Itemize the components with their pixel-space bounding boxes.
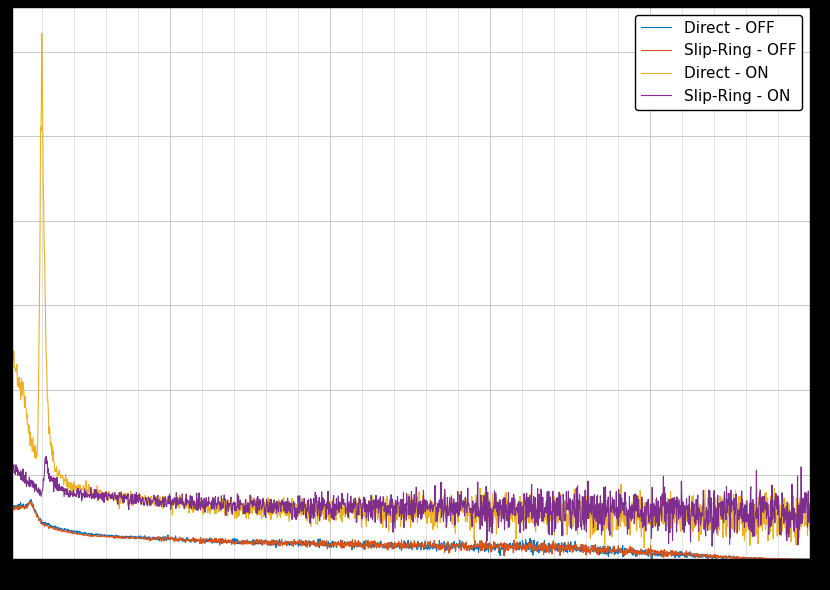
Direct - OFF — [374, 543, 384, 550]
Slip-Ring - ON — [783, 504, 793, 512]
Direct - ON — [783, 514, 793, 521]
Slip-Ring - OFF — [26, 498, 36, 505]
Slip-Ring - OFF — [636, 546, 646, 553]
Direct - OFF — [7, 505, 17, 512]
Direct - ON — [395, 509, 405, 516]
Slip-Ring - ON — [374, 496, 384, 503]
Slip-Ring - OFF — [395, 540, 405, 548]
Line: Direct - OFF: Direct - OFF — [12, 500, 810, 559]
Direct - OFF — [782, 555, 792, 562]
Direct - ON — [374, 511, 384, 518]
Slip-Ring - ON — [42, 453, 51, 460]
Direct - ON — [805, 512, 815, 519]
Direct - OFF — [804, 556, 814, 563]
Direct - OFF — [636, 546, 646, 553]
Slip-Ring - ON — [395, 503, 405, 510]
Slip-Ring - OFF — [7, 506, 17, 513]
Legend: Direct - OFF, Slip-Ring - OFF, Direct - ON, Slip-Ring - ON: Direct - OFF, Slip-Ring - OFF, Direct - … — [635, 15, 803, 110]
Direct - OFF — [48, 523, 58, 530]
Direct - OFF — [782, 556, 792, 563]
Slip-Ring - ON — [48, 478, 58, 485]
Slip-Ring - ON — [805, 500, 815, 507]
Slip-Ring - ON — [707, 543, 717, 550]
Direct - ON — [636, 519, 646, 526]
Direct - ON — [37, 30, 46, 37]
Direct - OFF — [27, 496, 37, 503]
Slip-Ring - OFF — [374, 544, 384, 551]
Direct - OFF — [395, 540, 405, 547]
Line: Direct - ON: Direct - ON — [12, 33, 810, 548]
Line: Slip-Ring - OFF: Slip-Ring - OFF — [12, 502, 810, 559]
Slip-Ring - OFF — [805, 556, 815, 563]
Line: Slip-Ring - ON: Slip-Ring - ON — [12, 456, 810, 546]
Slip-Ring - OFF — [782, 555, 792, 562]
Direct - ON — [48, 447, 58, 454]
Slip-Ring - ON — [636, 511, 646, 518]
Direct - ON — [639, 545, 649, 552]
Slip-Ring - ON — [782, 499, 792, 506]
Slip-Ring - OFF — [48, 524, 58, 531]
Slip-Ring - OFF — [801, 556, 811, 563]
Direct - ON — [782, 502, 792, 509]
Direct - OFF — [805, 556, 815, 563]
Slip-Ring - ON — [7, 459, 17, 466]
Direct - ON — [7, 326, 17, 333]
Slip-Ring - OFF — [782, 555, 792, 562]
